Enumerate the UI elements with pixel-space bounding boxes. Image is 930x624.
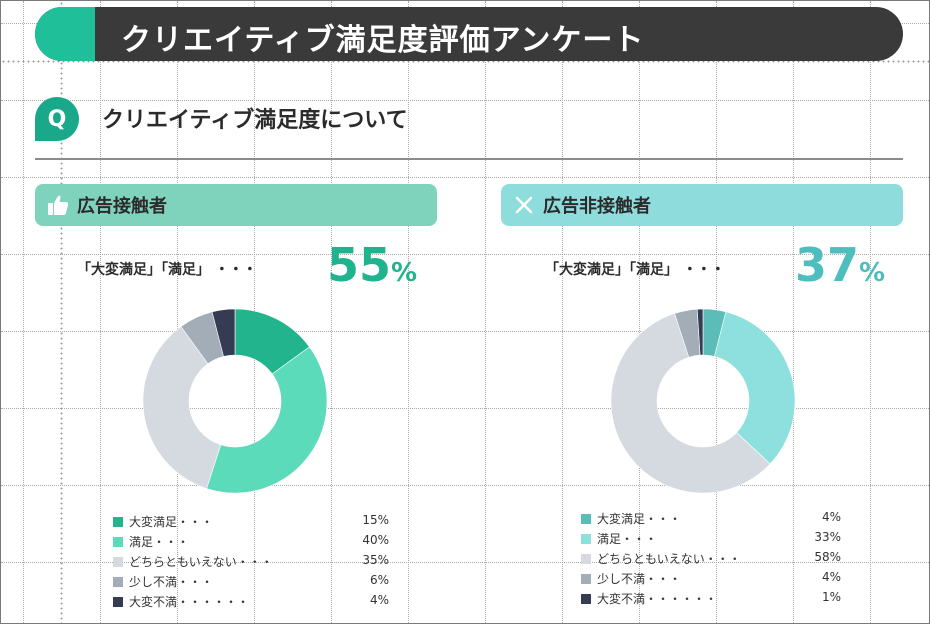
legend-unexposed: 大変満足・・・ 4% 満足・・・ 33% どちらともいえない・・・ 58% 少し不満・・・ 4… [581,509,851,609]
legend-swatch [113,557,123,567]
legend-item: どちらともいえない・・・ 58% [581,549,851,569]
satisfied-unit: % [859,258,886,288]
legend-swatch [113,537,123,547]
donut-chart-unexposed [610,308,796,494]
legend-label: 少し不満・・・ [597,572,682,586]
grid-line [793,1,794,623]
panel-header-label: 広告非接触者 [543,196,651,217]
thumbs-up-icon [45,192,71,218]
grid-line [1,562,929,563]
grid-line [870,1,871,623]
legend-value: 15% [362,513,389,527]
legend-swatch [581,534,591,544]
title-bar: クリエイティブ満足度評価アンケート [35,7,903,61]
title-accent [35,7,95,61]
legend-swatch [581,574,591,584]
satisfied-unit: % [391,258,418,288]
donut-slice [211,308,236,357]
grid-line [639,1,640,623]
grid-line [1,331,929,332]
grid-line [562,1,563,623]
legend-value: 1% [821,590,841,604]
legend-value: 4% [369,593,389,607]
legend-item: どちらともいえない・・・ 35% [113,552,393,572]
grid-line [1,100,929,101]
question-text: クリエイティブ満足度について [102,108,408,133]
legend-exposed: 大変満足・・・ 15% 満足・・・ 40% どちらともいえない・・・ 35% 少し不満・・・… [113,512,393,612]
legend-value: 4% [821,570,841,584]
satisfied-label: 「大変満足」「満足」 ・・・ [77,262,257,278]
grid-line [1,254,929,255]
question-badge: Q [35,97,79,141]
legend-value: 35% [362,553,389,567]
grid-line [100,1,101,623]
legend-label: どちらともいえない・・・ [597,552,741,566]
donut-slice [610,313,771,494]
legend-label: どちらともいえない・・・ [129,555,273,569]
legend-label: 少し不満・・・ [129,575,214,589]
satisfied-value: 55 [327,238,392,292]
legend-label: 大変満足・・・ [129,515,214,529]
donut-slice [696,308,704,356]
close-icon [511,192,537,218]
legend-swatch [581,554,591,564]
legend-item: 大変不満・・・・・・ 4% [113,592,393,612]
legend-swatch [581,514,591,524]
grid-line [408,1,409,623]
legend-item: 満足・・・ 40% [113,532,393,552]
satisfied-percentage: 37% [795,237,885,301]
grid-line [23,1,24,623]
panel-header-exposed: 広告接触者 [35,184,437,226]
legend-value: 33% [814,530,841,544]
legend-label: 大変不満・・・・・・ [597,592,718,606]
legend-swatch [113,577,123,587]
grid-line [1,485,929,486]
legend-value: 58% [814,550,841,564]
legend-label: 大変不満・・・・・・ [129,595,250,609]
legend-value: 40% [362,533,389,547]
legend-value: 4% [821,510,841,524]
donut-chart-exposed [142,308,328,494]
legend-value: 6% [369,573,389,587]
satisfied-value: 37 [795,238,860,292]
donut-slice [142,326,222,489]
divider [35,158,903,160]
panel-header-unexposed: 広告非接触者 [501,184,903,226]
satisfied-label: 「大変満足」「満足」 ・・・ [545,262,725,278]
donut-slice [714,311,796,465]
legend-swatch [113,517,123,527]
legend-item: 大変満足・・・ 15% [113,512,393,532]
legend-label: 満足・・・ [129,535,190,549]
legend-item: 大変満足・・・ 4% [581,509,851,529]
grid-line [177,1,178,623]
legend-swatch [581,594,591,604]
panel-header-label: 広告接触者 [77,196,167,217]
grid-line [1,177,929,178]
satisfied-percentage: 55% [327,237,417,301]
legend-label: 大変満足・・・ [597,512,682,526]
legend-item: 満足・・・ 33% [581,529,851,549]
grid-line [485,1,486,623]
legend-swatch [113,597,123,607]
legend-item: 大変不満・・・・・・ 1% [581,589,851,609]
grid-line [331,1,332,623]
legend-item: 少し不満・・・ 4% [581,569,851,589]
donut-slice [206,346,328,494]
legend-item: 少し不満・・・ 6% [113,572,393,592]
legend-label: 満足・・・ [597,532,658,546]
grid-line [1,408,929,409]
page-title: クリエイティブ満足度評価アンケート [121,23,645,58]
